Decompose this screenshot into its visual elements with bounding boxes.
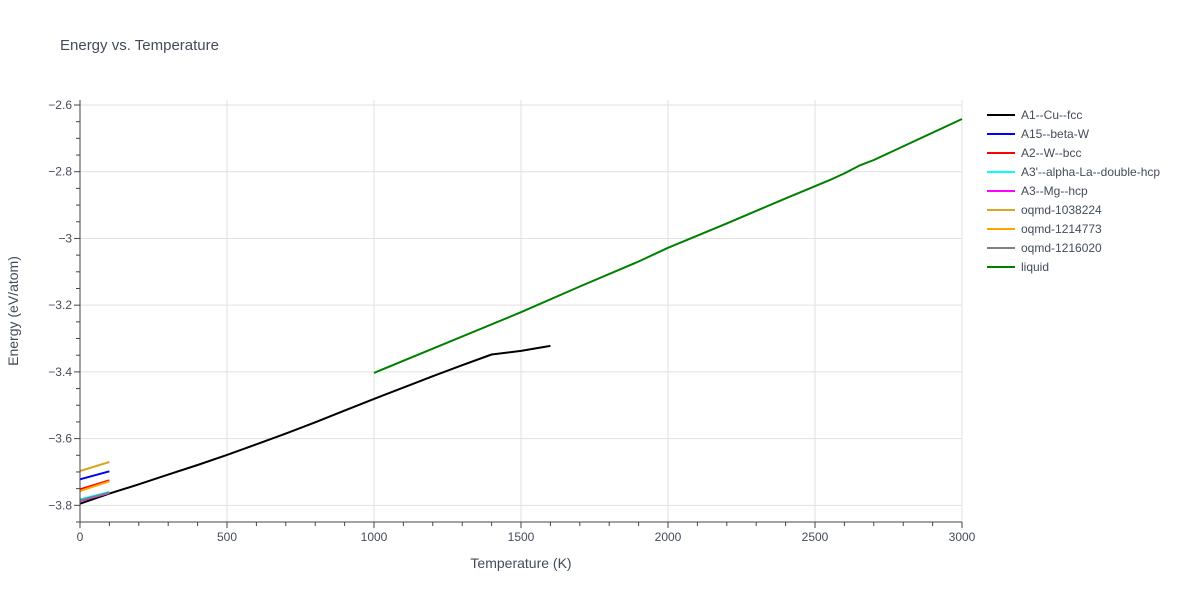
grid-layer <box>80 100 963 522</box>
series-line-oqmd-1038224 <box>79 461 110 472</box>
series-line-A1--Cu--fcc <box>79 344 551 505</box>
legend-item: A1--Cu--fcc <box>987 108 1082 122</box>
y-tick-label: −2.6 <box>48 98 72 112</box>
legend-label: A15--beta-W <box>1021 127 1090 141</box>
legend-item: A15--beta-W <box>987 127 1090 141</box>
series-line-oqmd-1216020 <box>79 491 110 502</box>
legend-item: A3'--alpha-La--double-hcp <box>987 165 1160 179</box>
legend-label: A3--Mg--hcp <box>1021 184 1088 198</box>
series-line-oqmd-1214773 <box>79 480 110 492</box>
axes-layer: 0 500 1000 1500 2000 2500 3000 −3.8 −3.6 −3.4 −3.2… <box>48 98 975 544</box>
legend-item: A2--W--bcc <box>987 146 1081 160</box>
series-line-A15--beta-W <box>79 470 110 481</box>
x-tick-label: 1500 <box>508 530 535 544</box>
legend: A1--Cu--fcc A15--beta-W A2--W--bcc A3'--alp… <box>987 108 1160 274</box>
x-axis-title: Temperature (K) <box>470 555 571 571</box>
series-layer <box>79 118 963 505</box>
series-line-A2--W--bcc <box>79 479 110 491</box>
legend-item: oqmd-1216020 <box>987 241 1102 255</box>
y-tick-label: −2.8 <box>48 165 72 179</box>
y-tick-label: −3.8 <box>48 498 72 512</box>
x-tick-label: 1000 <box>361 530 388 544</box>
x-tick-label: 500 <box>217 530 237 544</box>
legend-label: A1--Cu--fcc <box>1021 108 1082 122</box>
x-tick-label: 2500 <box>802 530 829 544</box>
y-tick-label: −3.2 <box>48 298 72 312</box>
y-tick-label: −3.6 <box>48 432 72 446</box>
legend-label: A3'--alpha-La--double-hcp <box>1021 165 1160 179</box>
legend-item: oqmd-1038224 <box>987 203 1102 217</box>
legend-label: oqmd-1038224 <box>1021 203 1102 217</box>
x-tick-label: 2000 <box>655 530 682 544</box>
y-axis-title: Energy (eV/atom) <box>5 256 21 366</box>
legend-label: liquid <box>1021 260 1049 274</box>
x-tick-label: 3000 <box>949 530 976 544</box>
legend-item: liquid <box>987 260 1049 274</box>
legend-item: A3--Mg--hcp <box>987 184 1088 198</box>
legend-label: oqmd-1214773 <box>1021 222 1102 236</box>
legend-label: A2--W--bcc <box>1021 146 1081 160</box>
y-tick-label: −3.4 <box>48 365 72 379</box>
y-tick-label: −3 <box>58 231 72 245</box>
legend-label: oqmd-1216020 <box>1021 241 1102 255</box>
x-tick-label: 0 <box>77 530 84 544</box>
series-line-liquid <box>373 118 963 374</box>
chart-title: Energy vs. Temperature <box>60 37 219 54</box>
legend-item: oqmd-1214773 <box>987 222 1102 236</box>
